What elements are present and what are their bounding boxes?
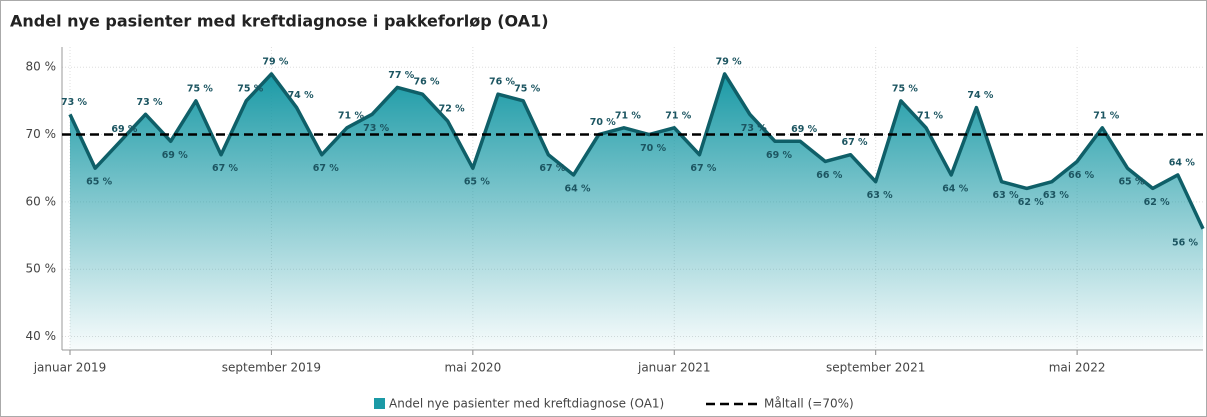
value-label: 67 % [313,163,340,174]
value-label: 64 % [565,183,592,194]
x-tick-label: mai 2022 [1049,361,1106,375]
value-label: 70 % [590,117,617,128]
value-label: 79 % [262,56,289,67]
value-label: 66 % [816,170,843,181]
value-label: 71 % [1093,110,1120,121]
value-label: 71 % [665,110,692,121]
value-label: 79 % [716,56,743,67]
value-label: 69 % [162,150,189,161]
value-label: 74 % [288,90,315,101]
value-label: 77 % [388,70,415,81]
x-tick-label: mai 2020 [444,361,501,375]
value-label: 73 % [363,123,390,134]
value-label: 64 % [942,183,969,194]
value-label: 72 % [439,104,466,115]
value-label: 71 % [917,110,944,121]
value-label: 67 % [212,163,239,174]
value-label: 65 % [464,177,491,188]
value-label: 70 % [640,143,667,154]
y-tick-label: 60 % [26,194,57,208]
chart-title: Andel nye pasienter med kreftdiagnose i … [10,12,549,31]
value-label: 67 % [539,163,566,174]
x-tick-label: januar 2019 [33,361,107,375]
value-label: 75 % [237,83,264,94]
value-label: 65 % [86,177,113,188]
value-label: 69 % [791,124,818,135]
value-label: 74 % [967,90,994,101]
value-label: 64 % [1169,157,1196,168]
legend-label: Andel nye pasienter med kreftdiagnose (O… [389,397,664,411]
x-tick-label: januar 2021 [637,361,711,375]
value-label: 71 % [338,110,365,121]
value-label: 75 % [187,83,214,94]
area [70,73,1203,350]
value-label: 73 % [61,97,88,108]
value-label: 67 % [841,137,868,148]
value-label: 62 % [1144,197,1171,208]
value-label: 71 % [615,110,642,121]
x-tick-label: september 2021 [826,361,925,375]
value-label: 73 % [741,123,768,134]
value-label: 62 % [1018,197,1045,208]
value-label: 76 % [413,77,440,88]
value-label: 69 % [766,150,793,161]
value-label: 67 % [690,163,717,174]
value-label: 65 % [1118,177,1145,188]
y-tick-label: 70 % [26,127,57,141]
value-label: 63 % [993,190,1020,201]
value-label: 73 % [137,97,164,108]
legend-label: Måltall (=70%) [764,397,854,411]
y-tick-label: 80 % [26,60,57,74]
value-label: 75 % [892,83,919,94]
value-label: 63 % [867,190,894,201]
legend-swatch [374,398,385,409]
y-tick-label: 50 % [26,262,57,276]
value-label: 63 % [1043,190,1070,201]
value-label: 66 % [1068,170,1095,181]
value-label: 56 % [1172,237,1199,248]
x-tick-label: september 2019 [222,361,321,375]
value-label: 75 % [514,83,541,94]
value-label: 76 % [489,77,516,88]
y-tick-label: 40 % [26,329,57,343]
value-label: 69 % [111,124,138,135]
line [68,72,1205,230]
